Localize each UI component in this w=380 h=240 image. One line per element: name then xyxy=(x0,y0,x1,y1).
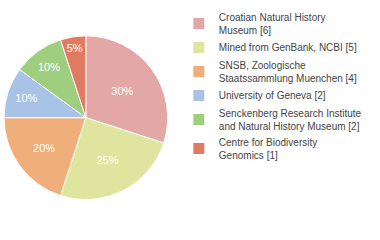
svg-text:10%: 10% xyxy=(15,92,37,104)
svg-text:Mined from GenBank, NCBI [5]: Mined from GenBank, NCBI [5] xyxy=(219,42,357,53)
svg-text:University of Geneva [2]: University of Geneva [2] xyxy=(219,90,326,101)
svg-text:Centre for BiodiversityGenomic: Centre for BiodiversityGenomics [1] xyxy=(219,137,317,161)
svg-text:30%: 30% xyxy=(111,85,133,97)
svg-text:5%: 5% xyxy=(67,42,83,54)
svg-text:25%: 25% xyxy=(96,154,118,166)
svg-text:SNSB, ZoologischeStaatssammlun: SNSB, ZoologischeStaatssammlung Muenchen… xyxy=(219,60,357,84)
svg-text:10%: 10% xyxy=(38,61,60,73)
svg-text:Croatian Natural HistoryMuseum: Croatian Natural HistoryMuseum [6] xyxy=(219,12,326,36)
svg-text:20%: 20% xyxy=(33,142,55,154)
svg-text:Senckenberg Research Institute: Senckenberg Research Instituteand Natura… xyxy=(219,108,362,132)
